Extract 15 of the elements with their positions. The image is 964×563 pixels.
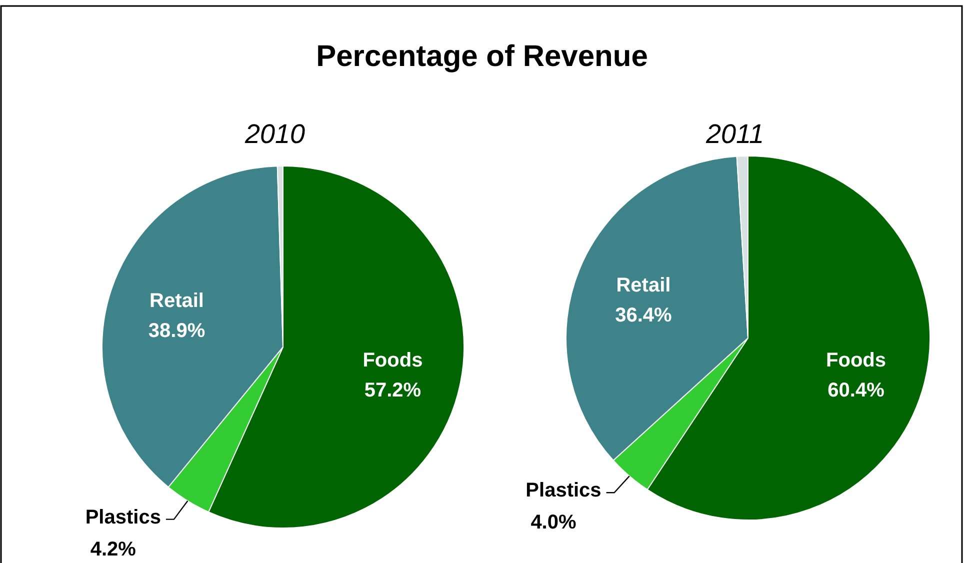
- slice-label: Retail: [150, 290, 204, 312]
- data-label: 36.4%: [615, 304, 672, 327]
- slice-label: Plastics: [526, 480, 602, 502]
- chart-subtitle: 2011: [704, 119, 764, 149]
- slice-label: Foods: [826, 350, 886, 372]
- slice-label: Plastics: [85, 506, 161, 528]
- data-label: 60.4%: [828, 380, 885, 402]
- data-label: 38.9%: [148, 320, 206, 342]
- chart-title: Percentage of Revenue: [316, 40, 648, 73]
- data-label: 4.0%: [530, 512, 576, 534]
- data-label: 4.2%: [90, 538, 136, 560]
- data-label: 57.2%: [364, 380, 422, 402]
- slice-label: Foods: [362, 350, 423, 372]
- chart-subtitle: 2010: [244, 119, 306, 149]
- slice-label: Retail: [616, 274, 671, 297]
